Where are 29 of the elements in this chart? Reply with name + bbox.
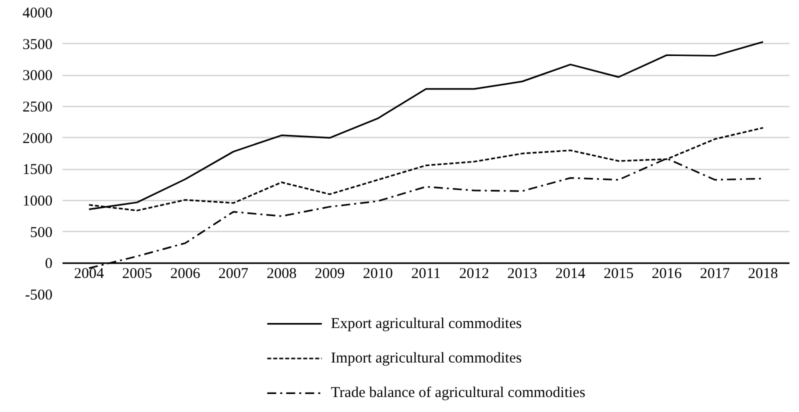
x-tick-label: 2006 <box>170 266 201 282</box>
legend-label: Import agricultural commodites <box>330 350 522 366</box>
line-series <box>88 41 764 210</box>
x-tick-label: 2014 <box>555 266 586 282</box>
legend-label: Export agricultural commodites <box>330 316 522 332</box>
y-tick-label: 2000 <box>22 130 52 147</box>
y-tick-label: 4000 <box>22 6 52 22</box>
x-tick-label: 2005 <box>122 266 152 282</box>
y-tick-label: -500 <box>25 288 53 304</box>
x-tick-label: 2008 <box>266 266 297 282</box>
x-tick-label: 2018 <box>748 266 778 282</box>
x-tick-label: 2013 <box>507 266 538 282</box>
legend-label: Trade balance of agricultural commodities <box>330 385 586 402</box>
y-tick-label: 2500 <box>22 100 52 116</box>
x-tick-label: 2010 <box>362 266 393 282</box>
y-tick-label: 1000 <box>22 194 52 210</box>
x-tick-label: 2015 <box>604 266 634 282</box>
y-tick-label: 3000 <box>22 68 52 84</box>
y-tick-label: 500 <box>30 224 52 241</box>
y-tick-label: 1500 <box>22 162 52 178</box>
x-tick-label: 2007 <box>218 266 249 282</box>
y-tick-label: 3500 <box>22 36 52 53</box>
x-tick-label: 2009 <box>314 266 345 282</box>
y-tick-label: 0 <box>45 256 52 272</box>
x-tick-label: 2011 <box>411 266 441 282</box>
x-tick-label: 2012 <box>459 266 490 282</box>
x-tick-label: 2017 <box>700 266 730 282</box>
x-tick-label: 2016 <box>652 266 682 282</box>
x-tick-label: 2004 <box>74 266 104 282</box>
